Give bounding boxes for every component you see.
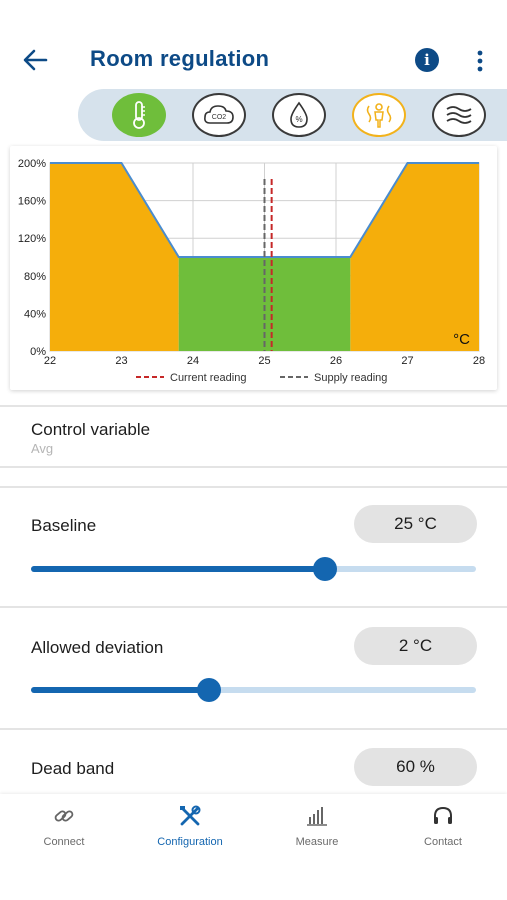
- y-tick-label: 40%: [24, 308, 46, 320]
- baseline-value-pill[interactable]: 25 °C: [354, 505, 477, 543]
- divider: [0, 405, 507, 407]
- nav-configuration[interactable]: Configuration: [135, 804, 245, 848]
- baseline-slider-fill: [31, 566, 325, 572]
- nav-measure-label: Measure: [295, 836, 339, 848]
- temperature-icon: [133, 101, 145, 129]
- divider: [0, 728, 507, 730]
- mode-co2-button[interactable]: CO2: [192, 93, 246, 137]
- headset-icon: [434, 806, 452, 824]
- nav-connect-label: Connect: [43, 836, 85, 848]
- divider: [0, 466, 507, 468]
- deadband-value-pill[interactable]: 60 %: [354, 748, 477, 786]
- nav-connect[interactable]: Connect: [9, 804, 119, 848]
- y-tick-label: 0%: [30, 346, 46, 358]
- x-tick-label: 24: [187, 355, 199, 367]
- baseline-slider[interactable]: [31, 557, 476, 581]
- x-tick-label: 28: [473, 355, 485, 367]
- info-icon: i: [424, 51, 430, 69]
- unit-label: °C: [453, 331, 470, 348]
- more-vertical-icon: [477, 50, 483, 72]
- nav-contact[interactable]: Contact: [388, 804, 498, 848]
- y-tick-label: 160%: [18, 196, 46, 208]
- info-button[interactable]: i: [415, 48, 439, 72]
- back-button[interactable]: [20, 46, 50, 74]
- nav-contact-label: Contact: [424, 836, 462, 848]
- x-tick-label: 26: [330, 355, 342, 367]
- nav-configuration-label: Configuration: [157, 836, 223, 848]
- page-title: Room regulation: [90, 46, 270, 71]
- bottom-navigation: Connect Configuration Measure: [0, 794, 507, 900]
- y-tick-label: 120%: [18, 233, 46, 245]
- mode-air-flow-button[interactable]: [432, 93, 486, 137]
- x-tick-label: 25: [258, 355, 270, 367]
- control-variable-label: Control variable: [31, 420, 151, 439]
- mode-selector: CO2 %: [78, 89, 507, 141]
- divider: [0, 486, 507, 488]
- control-variable-row[interactable]: Control variable Avg: [0, 408, 507, 466]
- air-flow-icon: [446, 106, 472, 124]
- y-tick-label: 80%: [24, 271, 46, 283]
- mode-humidity-button[interactable]: %: [272, 93, 326, 137]
- deviation-slider-thumb[interactable]: [197, 678, 221, 702]
- co2-label: CO2: [212, 114, 227, 121]
- link-icon: [54, 810, 74, 822]
- divider: [0, 606, 507, 608]
- humidity-label: %: [295, 115, 302, 124]
- regulation-chart-card: 0% 40% 80% 120% 160% 200% 22 23 24 25 26 27 28 °C C…: [10, 146, 497, 390]
- deadband-label: Dead band: [31, 759, 115, 778]
- bar-chart-icon: [307, 807, 327, 826]
- baseline-slider-thumb[interactable]: [312, 557, 337, 581]
- legend-supply-label: Supply reading: [314, 372, 387, 384]
- legend-current-label: Current reading: [170, 372, 246, 384]
- co2-icon: CO2: [204, 105, 234, 124]
- x-tick-label: 27: [401, 355, 413, 367]
- deviation-slider[interactable]: [31, 678, 476, 702]
- nav-measure[interactable]: Measure: [262, 804, 372, 848]
- cooling-area: [350, 163, 479, 351]
- mode-heat-comfort-button[interactable]: [352, 93, 406, 137]
- chart-legend: Current reading Supply reading: [136, 372, 387, 384]
- app-header: Room regulation i: [0, 38, 507, 82]
- arrow-left-icon: [23, 49, 48, 71]
- deviation-value-pill[interactable]: 2 °C: [354, 627, 477, 665]
- deviation-label: Allowed deviation: [31, 638, 164, 657]
- heating-area: [50, 163, 179, 351]
- deviation-slider-fill: [31, 687, 209, 693]
- tools-icon: [180, 805, 201, 826]
- humidity-icon: %: [290, 101, 308, 128]
- more-options-button[interactable]: [470, 48, 490, 74]
- baseline-label: Baseline: [31, 516, 97, 535]
- regulation-chart: 0% 40% 80% 120% 160% 200% 22 23 24 25 26 27 28 °C C…: [18, 158, 485, 384]
- deadband-section: Dead band 60 %: [0, 730, 507, 794]
- control-variable-value: Avg: [31, 441, 54, 456]
- y-tick-label: 200%: [18, 158, 46, 170]
- mode-temperature-button[interactable]: [112, 93, 166, 137]
- x-tick-label: 23: [115, 355, 127, 367]
- x-tick-label: 22: [44, 355, 56, 367]
- dead-band-area: [178, 257, 351, 351]
- heat-comfort-icon: [366, 103, 392, 128]
- deviation-section: Allowed deviation 2 °C: [0, 608, 507, 728]
- baseline-section: Baseline 25 °C: [0, 488, 507, 606]
